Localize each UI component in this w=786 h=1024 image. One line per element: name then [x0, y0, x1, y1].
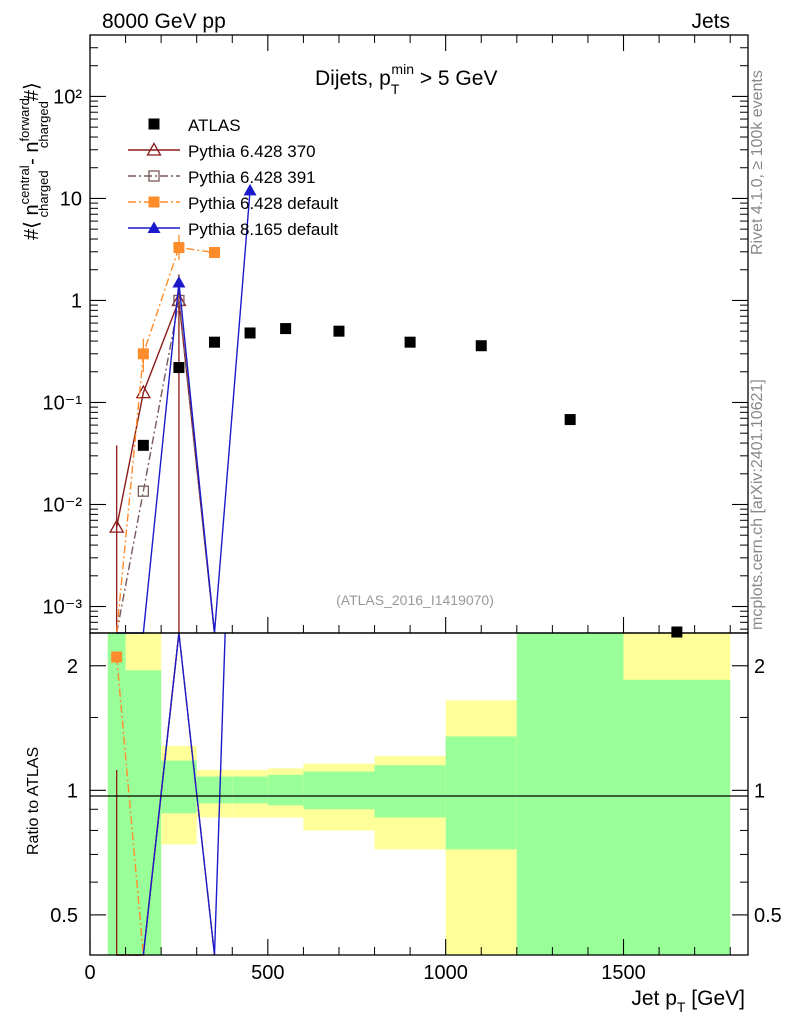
- atlas-point-9: [564, 414, 576, 426]
- xlabel-tail: [GeV]: [685, 987, 745, 1010]
- xlabel-main: Jet p: [631, 987, 677, 1010]
- x-tick-label-1: 500: [251, 962, 284, 984]
- y-tick-label-3: 1: [71, 290, 82, 312]
- main-panel-data: [109, 183, 683, 638]
- ratio-tick-label-2: 2: [67, 656, 78, 678]
- ylabel-tail: #⟩: [21, 82, 43, 101]
- series-line-0: [115, 300, 216, 634]
- band-green-8: [445, 736, 517, 850]
- series-point-2-2: [173, 242, 185, 254]
- series-line-3: [116, 190, 251, 634]
- title-sub: T: [391, 81, 400, 97]
- series-point-2-1: [137, 348, 149, 360]
- series-point-1-1: [137, 485, 150, 497]
- series-line-2: [115, 246, 215, 634]
- series-line-1: [115, 300, 216, 634]
- band-green-1: [125, 670, 162, 955]
- y-tick-label-2: 10⁻¹: [43, 392, 83, 414]
- atlas-point-7: [404, 336, 416, 348]
- legend-label-2: Pythia 6.428 default: [188, 194, 339, 213]
- axis-ticks: 0 500 1000 1500 10⁻³ 10⁻² 10⁻¹ 1 10 10² 0.5 0.5 1 1 2 2: [43, 34, 782, 984]
- atlas-point-1: [137, 439, 149, 451]
- atlas-point-6: [333, 325, 345, 337]
- ratio-tick-label-1: 1: [67, 780, 78, 802]
- band-green-6: [303, 771, 375, 810]
- band-green-5: [267, 774, 304, 806]
- ratio-tick-label-right-2: 2: [754, 656, 765, 678]
- ratio-tick-label-right-1: 1: [754, 780, 765, 802]
- ylabel-sub1: charged: [36, 170, 51, 217]
- band-green-3: [196, 776, 233, 804]
- series-point-2-3: [208, 247, 220, 259]
- x-tick-label-2: 1000: [423, 962, 468, 984]
- series-point-3-2: [172, 275, 186, 288]
- band-green-9: [516, 633, 624, 955]
- chart-title: Dijets, pTmin > 5 GeV: [315, 61, 497, 97]
- series-point-1-2: [173, 294, 185, 307]
- legend-marker-atlas: [148, 118, 160, 130]
- series-point-3-4: [243, 183, 257, 196]
- atlas-point-5: [280, 323, 292, 335]
- ylabel-mid: - n: [21, 141, 43, 170]
- band-green-7: [374, 765, 446, 818]
- legend-label-1: Pythia 6.428 391: [188, 168, 316, 187]
- ratio-y-label: Ratio to ATLAS: [25, 747, 42, 855]
- ylabel-top: #⟨ n: [21, 204, 43, 240]
- atlas-point-3: [208, 336, 220, 348]
- header-right: Jets: [691, 10, 730, 33]
- title-sup: min: [391, 61, 414, 77]
- x-axis-label: Jet pT [GeV]: [631, 987, 745, 1015]
- mcplots-label: mcplots.cern.ch [arXiv:2401.10621]: [749, 379, 766, 630]
- y-tick-label-4: 10: [60, 188, 82, 210]
- title-tail: > 5 GeV: [414, 67, 497, 90]
- band-green-2: [161, 760, 197, 814]
- legend-label-0: Pythia 6.428 370: [188, 142, 316, 161]
- ylabel-sup1: central: [17, 165, 32, 204]
- ratio-tick-label-0: 0.5: [50, 905, 78, 927]
- ylabel-sup2: forward: [17, 98, 32, 141]
- x-tick-label-3: 1500: [601, 962, 646, 984]
- ratio-frame: [89, 632, 749, 956]
- legend-marker-2: [148, 196, 160, 208]
- ratio-line-3: [142, 632, 226, 956]
- legend-marker-1: [148, 170, 160, 182]
- y-tick-label-0: 10⁻³: [43, 597, 83, 619]
- rivet-label: Rivet 4.1.0, ≥ 100k events: [749, 70, 766, 255]
- atlas-point-8: [475, 340, 487, 352]
- y-tick-label-5: 10²: [53, 86, 82, 108]
- title-main: Dijets, p: [315, 67, 391, 90]
- ratio-point-2-0: [111, 651, 123, 663]
- x-tick-label-0: 0: [84, 962, 95, 984]
- atlas-point-10: [671, 626, 683, 638]
- ratio-bands: [107, 633, 731, 955]
- legend-marker-0: [146, 142, 162, 156]
- atlas-point-2: [173, 362, 185, 374]
- legend-marker-3: [147, 221, 161, 233]
- band-green-4: [232, 776, 268, 804]
- atlas-point-4: [244, 327, 256, 339]
- y-tick-label-1: 10⁻²: [43, 494, 83, 516]
- y-axis-label: #⟨ ncentral charged - nforward charged#⟩: [17, 82, 51, 240]
- legend: ATLAS Pythia 6.428 370 Pythia 6.428 391 Pyt…: [128, 116, 339, 239]
- analysis-label: (ATLAS_2016_I1419070): [336, 592, 494, 608]
- xlabel-sub: T: [677, 999, 686, 1015]
- band-green-10: [623, 679, 731, 955]
- legend-label-atlas: ATLAS: [188, 116, 241, 135]
- ratio-tick-label-right-0: 0.5: [754, 905, 782, 927]
- series-point-0-0: [109, 519, 125, 533]
- ylabel-sub2: charged: [36, 101, 51, 148]
- header-left: 8000 GeV pp: [102, 10, 226, 33]
- legend-label-3: Pythia 8.165 default: [188, 220, 339, 239]
